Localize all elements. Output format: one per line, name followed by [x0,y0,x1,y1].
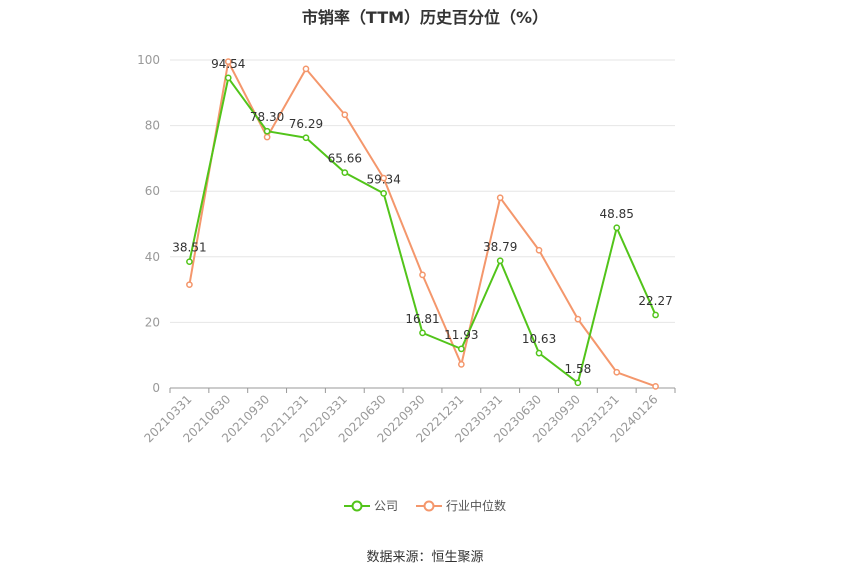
data-labels: 38.51 94.54 78.30 76.29 65.66 59.34 16.81 11.93… [172,57,673,376]
data-point-company [224,74,232,82]
grid-lines [170,59,675,323]
legend-label-company: 公司 [373,499,398,513]
data-point-industry-median [186,281,193,289]
y-tick-label: 80 [145,119,160,133]
legend-label-industry-median: 行业中位数 [446,499,507,513]
y-tick-label: 100 [137,53,160,67]
y-tick-label: 20 [145,315,160,329]
data-point-industry-median [224,58,232,65]
data-label-company: 16.81 [405,312,439,326]
source-note: 数据来源：恒生聚源 [366,550,484,565]
data-point-industry-median [341,111,349,119]
legend-item-company[interactable]: 公司 [343,497,398,514]
data-label-company: 1.58 [565,362,592,376]
data-label-company: 76.29 [289,117,323,131]
data-point-company [457,345,465,353]
data-point-company [380,190,388,197]
data-label-company: 94.54 [211,57,245,71]
legend-marker-company [343,500,370,511]
series-lines [186,58,659,390]
legend-marker-industry-median [416,500,442,511]
data-point-company [652,311,659,319]
data-point-company [574,379,582,387]
data-point-company [263,127,271,135]
data-label-company: 48.85 [600,207,634,221]
data-point-company [302,134,310,142]
legend: 公司 行业中位数 [0,497,850,514]
data-point-industry-median [652,383,659,390]
chart-title: 市销率（TTM）历史百分位（%） [301,8,549,27]
y-tick-label: 0 [152,381,160,395]
data-point-industry-median [496,194,504,202]
data-point-company [535,349,543,357]
axes: 0204060801002021033120210630202109302021… [137,53,676,445]
data-label-company: 22.27 [638,294,672,308]
y-tick-label: 60 [145,184,160,198]
data-label-company: 59.34 [366,172,400,186]
data-point-industry-median [419,271,426,279]
data-label-company: 10.63 [522,332,556,346]
y-tick-label: 40 [145,250,160,264]
data-point-industry-median [302,65,310,73]
data-label-company: 38.79 [483,240,517,254]
data-point-industry-median [263,133,271,141]
data-label-company: 78.30 [250,110,284,124]
data-label-company: 38.51 [172,241,206,255]
legend-item-industry-median[interactable]: 行业中位数 [416,497,506,514]
data-label-company: 11.93 [444,328,478,342]
data-point-company [341,169,349,176]
data-label-company: 65.66 [328,152,362,166]
data-point-company [186,258,193,266]
data-point-industry-median [535,246,543,254]
data-point-company [613,224,621,232]
data-point-industry-median [613,368,621,376]
data-point-company [419,329,426,337]
data-point-industry-median [457,361,465,368]
data-point-industry-median [574,315,582,323]
data-point-company [496,257,504,265]
data-point-industry-median [380,174,388,182]
